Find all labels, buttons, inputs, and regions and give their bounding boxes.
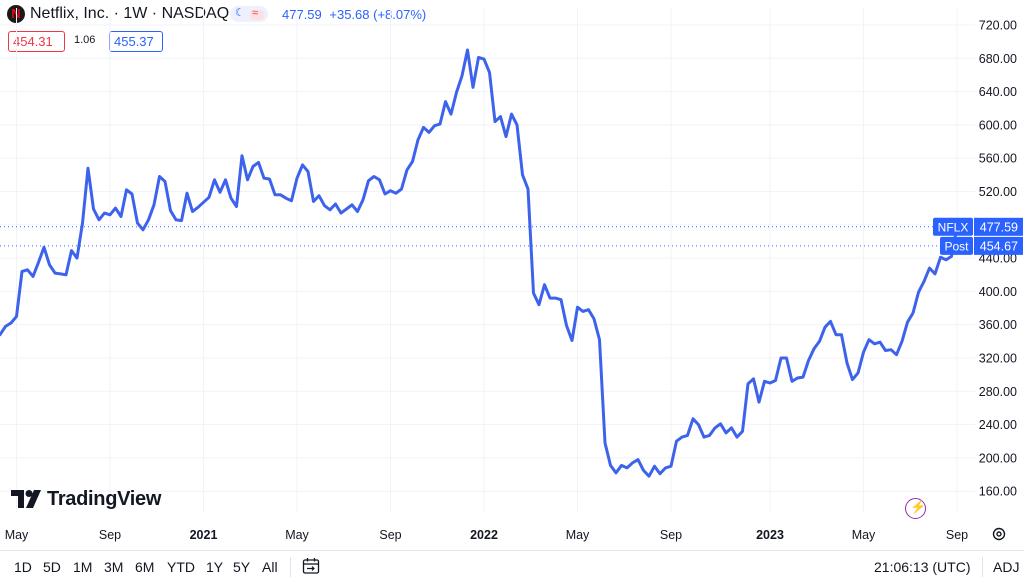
toolbar-divider (982, 557, 983, 577)
price-marker-labels: NFLX 477.59 Post 454.67 (933, 217, 1023, 255)
x-tick-label: May (285, 528, 309, 542)
marker-price-bg (974, 236, 1023, 255)
marker-tag-label: Post (944, 239, 969, 253)
x-tick-label: May (852, 528, 876, 542)
price-change: 477.59 +35.68 (+8.07%) (282, 7, 426, 22)
range-1y-button[interactable]: 1Y (206, 559, 224, 575)
x-axis[interactable]: May Sep 2021 May Sep 2022 May Sep 2023 May Sep (5, 528, 968, 542)
price-marker-lines (0, 226, 975, 247)
range-all-button[interactable]: All (262, 559, 278, 575)
x-tick-label: Sep (660, 528, 682, 542)
spread-value: 1.06 (74, 34, 96, 46)
marker-price-label: 454.67 (980, 239, 1018, 253)
x-tick-label: 2021 (190, 528, 218, 542)
y-tick-label: 280.00 (979, 385, 1017, 399)
range-1d-button[interactable]: 1D (14, 559, 32, 575)
x-tick-label: Sep (379, 528, 401, 542)
session-indicator[interactable]: ☾ ≈ (230, 6, 268, 22)
range-6m-button[interactable]: 6M (135, 559, 155, 575)
price-series-line (0, 48, 959, 478)
calendar-icon[interactable] (302, 557, 320, 575)
flash-button[interactable]: ⚡ (905, 498, 926, 519)
marker-price-label: 477.59 (980, 220, 1018, 234)
adj-toggle-button[interactable]: ADJ (993, 559, 1020, 575)
y-tick-label: 320.00 (979, 352, 1017, 366)
y-tick-label: 200.00 (979, 451, 1017, 465)
marker-tag-label: NFLX (938, 220, 969, 234)
range-1m-button[interactable]: 1M (73, 559, 93, 575)
sell-price-box[interactable]: 454.31 (8, 31, 65, 52)
brand-name: TradingView (47, 488, 162, 510)
tradingview-logo-icon (11, 490, 41, 508)
grid (0, 8, 975, 512)
x-tick-label: May (5, 528, 29, 542)
gear-icon[interactable] (991, 526, 1007, 542)
symbol-title[interactable]: Netflix, Inc. · 1W · NASDAQ (30, 5, 230, 22)
y-tick-label: 160.00 (979, 485, 1017, 499)
moon-icon: ☾ (235, 7, 245, 19)
wave-icon: ≈ (250, 7, 264, 20)
y-axis[interactable]: 720.00680.00640.00600.00560.00520.00480.… (979, 19, 1017, 499)
marker-tag-bg (933, 217, 973, 236)
x-tick-label: 2022 (470, 528, 498, 542)
y-tick-label: 360.00 (979, 318, 1017, 332)
range-ytd-button[interactable]: YTD (167, 559, 195, 575)
marker-price-bg (974, 217, 1023, 236)
y-tick-label: 240.00 (979, 418, 1017, 432)
last-price: 477.59 (282, 7, 322, 22)
range-5d-button[interactable]: 5D (43, 559, 61, 575)
y-tick-label: 400.00 (979, 285, 1017, 299)
y-tick-label: 720.00 (979, 19, 1017, 33)
toolbar-divider (290, 557, 291, 577)
y-tick-label: 600.00 (979, 118, 1017, 132)
marker-tag-bg (940, 236, 973, 255)
x-tick-label: Sep (946, 528, 968, 542)
bottom-toolbar: 1D 5D 1M 3M 6M YTD 1Y 5Y All 21:06:13 (U… (0, 550, 1024, 581)
logo-letter: N (11, 6, 21, 21)
x-tick-label: 2023 (756, 528, 784, 542)
x-tick-label: May (566, 528, 590, 542)
y-tick-label: 440.00 (979, 252, 1017, 266)
y-tick-label: 520.00 (979, 185, 1017, 199)
y-tick-label: 640.00 (979, 85, 1017, 99)
utc-clock[interactable]: 21:06:13 (UTC) (874, 559, 971, 575)
price-chart[interactable]: 720.00680.00640.00600.00560.00520.00480.… (0, 0, 1024, 550)
y-tick-label: 560.00 (979, 152, 1017, 166)
change-value: +35.68 (+8.07%) (329, 7, 427, 22)
range-5y-button[interactable]: 5Y (233, 559, 251, 575)
flash-icon: ⚡ (910, 499, 927, 514)
x-tick-label: Sep (99, 528, 121, 542)
range-3m-button[interactable]: 3M (104, 559, 124, 575)
buy-price-box[interactable]: 455.37 (109, 31, 163, 52)
chart-header: N Netflix, Inc. · 1W · NASDAQ ☾ ≈ 477.59… (0, 0, 980, 56)
y-tick-label: 680.00 (979, 52, 1017, 66)
